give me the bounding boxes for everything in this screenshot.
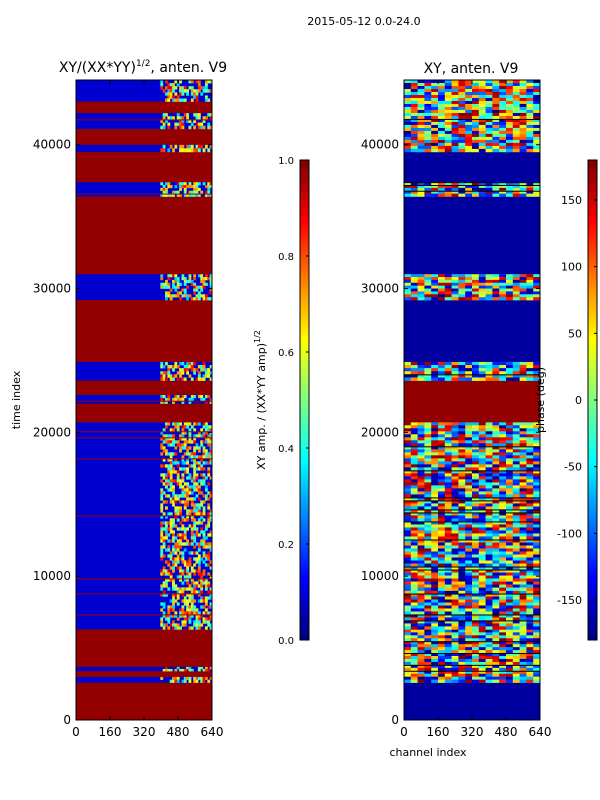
heatmap-band (76, 682, 212, 720)
heatmap-band (76, 629, 212, 667)
heatmap-band (76, 151, 212, 183)
colorbar-tick-label: 0.0 (278, 636, 294, 647)
x-tick-label: 480 (167, 725, 190, 739)
colorbar-tick-label: -50 (564, 461, 582, 474)
x-tick-label: 480 (495, 725, 518, 739)
colorbar-tick-label: 0.8 (278, 252, 294, 263)
phase-colorbar-label: phase (deg) (534, 367, 547, 433)
x-tick-label: 0 (400, 725, 408, 739)
heatmap-band (76, 144, 212, 152)
heatmap-band (76, 128, 212, 145)
heatmap-band (76, 113, 212, 129)
y-tick-label: 10000 (361, 569, 399, 583)
colorbar-tick-label: 0.6 (278, 348, 294, 359)
heatmap-band (76, 196, 212, 275)
x-tick-label: 320 (461, 725, 484, 739)
y-tick-label: 30000 (361, 282, 399, 296)
colorbar-tick-label: -150 (557, 594, 582, 607)
phase-xlabel: channel index (389, 746, 467, 759)
x-tick-label: 160 (99, 725, 122, 739)
heatmap-band (404, 151, 540, 183)
heatmap-band (404, 300, 540, 362)
colorbar-tick-label: -100 (557, 527, 582, 540)
heatmap-band (404, 380, 540, 423)
heatmap-band (76, 666, 212, 672)
phase-colorbar: -150 -100 -50 0 50 100 150 (557, 159, 598, 641)
heatmap-band (76, 394, 212, 404)
y-tick-label: 40000 (361, 138, 399, 152)
y-tick-label: 40000 (33, 138, 71, 152)
colorbar-tick-label: 150 (561, 194, 582, 207)
figure-suptitle: 2015-05-12 0.0-24.0 (307, 15, 420, 28)
y-tick-label: 20000 (33, 425, 71, 439)
y-tick-label: 0 (63, 713, 71, 727)
heatmap-band (76, 300, 212, 362)
phase-panel: XY, anten. V9 0 160 320 480 640 0 10000 20000 30… (361, 61, 552, 759)
heatmap-band (76, 676, 212, 683)
x-tick-label: 320 (133, 725, 156, 739)
heatmap-band (404, 196, 540, 275)
x-tick-label: 0 (72, 725, 80, 739)
heatmap-band (76, 671, 212, 677)
amplitude-colorbar: 0.0 0.2 0.4 0.6 0.8 1.0 (278, 156, 310, 647)
phase-axes: 0 160 320 480 640 0 10000 20000 30000 40000 (361, 79, 552, 739)
heatmap-band (76, 274, 212, 301)
phase-heatmap (404, 80, 541, 720)
amplitude-heatmap (76, 80, 213, 720)
heatmap-band (76, 380, 212, 395)
colorbar-tick-label: 100 (561, 261, 582, 274)
colorbar-tick-label: 0.4 (278, 444, 294, 455)
x-tick-label: 640 (529, 725, 552, 739)
heatmap-band (76, 403, 212, 423)
y-tick-label: 0 (391, 713, 399, 727)
y-tick-label: 20000 (361, 425, 399, 439)
colorbar-tick-label: 1.0 (278, 156, 294, 167)
x-tick-label: 640 (201, 725, 224, 739)
phase-title: XY, anten. V9 (424, 61, 519, 77)
amplitude-colorbar-label: XY amp. / (XX*YY amp)1/2 (253, 330, 268, 470)
amplitude-ylabel: time index (10, 370, 23, 429)
colorbar-tick-label: 50 (568, 327, 582, 340)
amplitude-panel: XY/(XX*YY)1/2, anten. V9 0 160 320 480 640 0 1… (10, 59, 227, 739)
heatmap-band (76, 101, 212, 114)
y-tick-label: 30000 (33, 282, 71, 296)
y-tick-label: 10000 (33, 569, 71, 583)
heatmap-band (404, 682, 540, 720)
amplitude-title: XY/(XX*YY)1/2, anten. V9 (59, 59, 227, 76)
colorbar-tick-label: 0.2 (278, 540, 294, 551)
amplitude-axes: 0 160 320 480 640 0 10000 20000 30000 40000 (33, 79, 224, 739)
colorbar-tick-label: 0 (575, 394, 582, 407)
x-tick-label: 160 (427, 725, 450, 739)
